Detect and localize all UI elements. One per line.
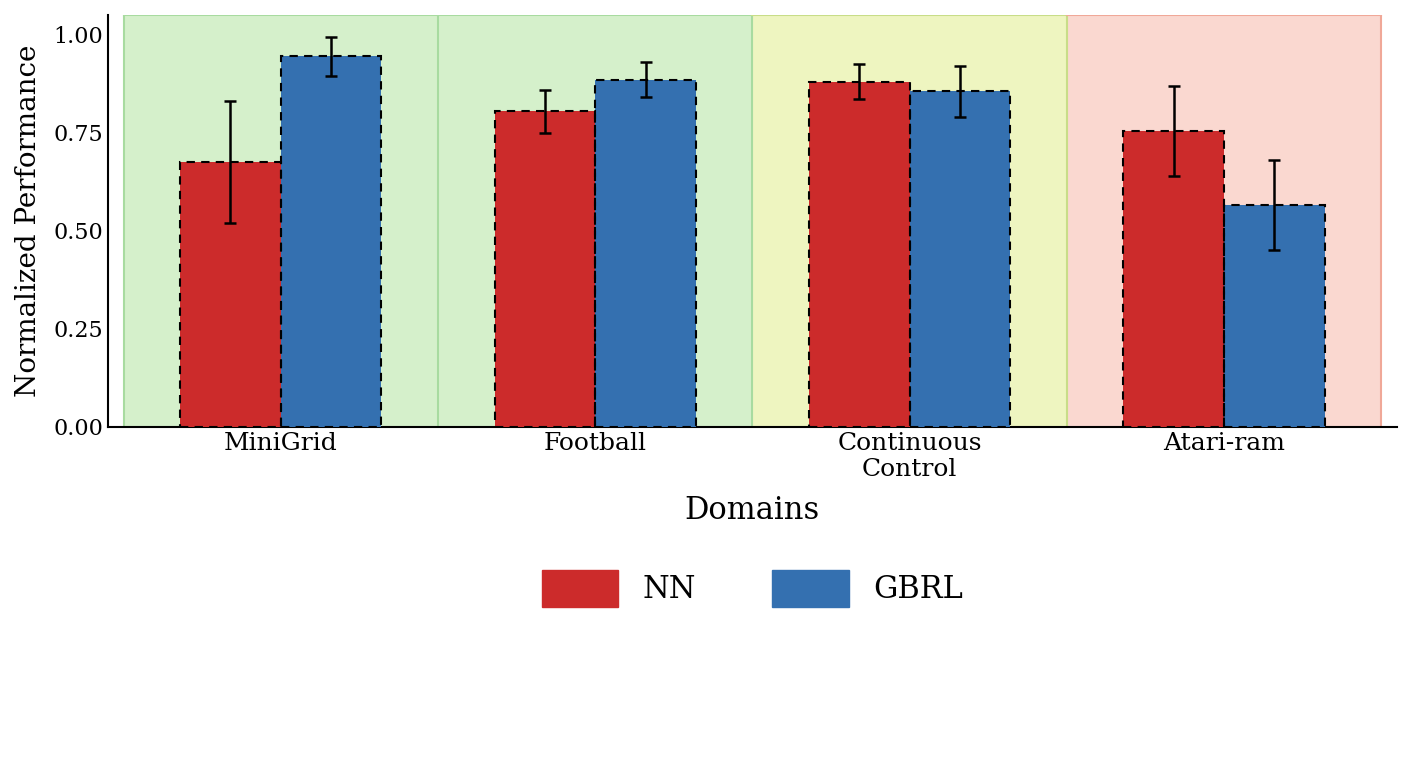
Bar: [281, 56, 381, 427]
Bar: [281, 56, 381, 427]
Bar: [181, 162, 281, 427]
Bar: [438, 15, 753, 427]
X-axis label: Domains: Domains: [685, 495, 820, 526]
Bar: [1224, 205, 1324, 427]
Bar: [494, 111, 596, 427]
Bar: [809, 82, 909, 427]
Bar: [809, 82, 909, 427]
Bar: [1124, 130, 1224, 427]
Bar: [1224, 205, 1324, 427]
Bar: [909, 92, 1010, 427]
Legend: NN, GBRL: NN, GBRL: [530, 557, 976, 619]
Bar: [1124, 130, 1224, 427]
Bar: [596, 80, 696, 427]
Bar: [1067, 15, 1381, 427]
Bar: [181, 162, 281, 427]
Bar: [596, 80, 696, 427]
Bar: [909, 92, 1010, 427]
Bar: [494, 111, 596, 427]
Bar: [124, 15, 438, 427]
Y-axis label: Normalized Performance: Normalized Performance: [16, 45, 42, 397]
Bar: [753, 15, 1067, 427]
